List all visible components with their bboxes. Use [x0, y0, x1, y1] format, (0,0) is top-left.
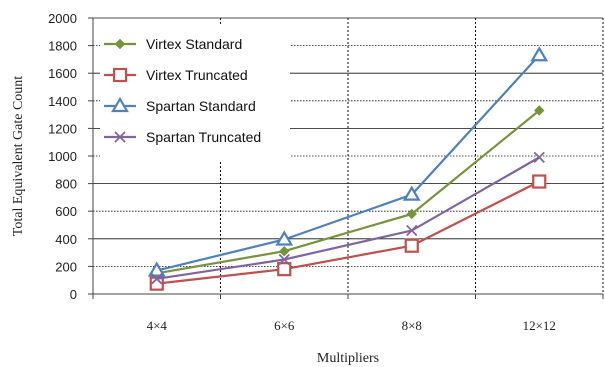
y-tick-label: 200: [55, 259, 77, 274]
data-point-virtex-standard: [279, 246, 290, 257]
x-marker-stroke: [114, 131, 126, 143]
legend-item: Spartan Truncated: [104, 129, 261, 145]
data-point-virtex-standard: [534, 105, 545, 116]
legend-item: Spartan Standard: [104, 96, 256, 114]
legend-item: Virtex Truncated: [104, 67, 248, 83]
legend-marker: [114, 38, 126, 50]
data-point-virtex-standard: [406, 208, 417, 220]
legend-label: Virtex Standard: [146, 36, 242, 52]
y-tick-label: 0: [70, 287, 77, 302]
legend-marker: [112, 67, 128, 83]
series-line-spartan-truncated: [156, 156, 540, 280]
series-line-virtex-truncated: [156, 180, 540, 285]
x-tick-label: 4×4: [147, 318, 168, 333]
x-tick-labels: 4×4 6×6 8×8 12×12: [147, 318, 556, 333]
y-tick-label: 400: [55, 232, 77, 247]
series-spartan-truncated: [151, 151, 545, 285]
data-point-spartan-standard: [275, 230, 294, 246]
axes: [88, 17, 604, 299]
data-point-spartan-standard: [147, 261, 166, 277]
data-point-spartan-truncated: [151, 273, 163, 285]
legend: Virtex Standard Virtex Truncated Spartan S…: [100, 26, 290, 160]
legend-label: Spartan Standard: [146, 98, 256, 114]
data-point-spartan-truncated: [533, 151, 545, 164]
y-tick-label: 800: [55, 177, 77, 192]
legend-label: Virtex Truncated: [146, 67, 248, 83]
x-tick-label: 12×12: [523, 318, 556, 333]
y-tick-label: 1000: [48, 149, 77, 164]
data-point-spartan-truncated: [406, 224, 418, 237]
series-spartan-standard: [147, 46, 549, 277]
legend-marker: [111, 96, 129, 113]
x-marker-stroke: [406, 224, 418, 237]
y-tick-label: 2000: [48, 11, 77, 26]
series-virtex-truncated: [149, 174, 547, 291]
x-axis-title: Multipliers: [317, 351, 379, 366]
data-point-spartan-standard: [402, 185, 421, 201]
data-point-spartan-truncated: [278, 253, 290, 266]
series-line-spartan-standard: [156, 54, 541, 272]
x-tick-label: 6×6: [274, 318, 295, 333]
data-point-spartan-standard: [530, 46, 549, 62]
y-tick-label: 1400: [48, 94, 77, 109]
legend-label: Spartan Truncated: [146, 129, 261, 145]
y-axis-title: Total Equivalent Gate Count: [11, 76, 26, 236]
y-tick-labels: 0 200 400 600 800 1000 1200 1400 1600 1800 2000: [48, 11, 77, 302]
y-tick-label: 600: [55, 204, 77, 219]
legend-item: Virtex Standard: [104, 36, 242, 52]
data-point-virtex-truncated: [532, 174, 547, 189]
y-tick-label: 1200: [48, 121, 77, 136]
series-group: [147, 46, 549, 291]
data-point-virtex-truncated: [404, 238, 419, 253]
x-tick-label: 8×8: [402, 318, 422, 333]
x-marker-stroke: [151, 273, 163, 285]
y-tick-label: 1600: [48, 66, 77, 81]
x-marker-stroke: [278, 253, 290, 266]
y-tick-label: 1800: [48, 39, 77, 54]
data-point-virtex-truncated: [277, 262, 292, 277]
legend-marker: [114, 131, 126, 143]
series-line-virtex-standard: [156, 109, 540, 275]
x-marker-stroke: [533, 151, 545, 164]
